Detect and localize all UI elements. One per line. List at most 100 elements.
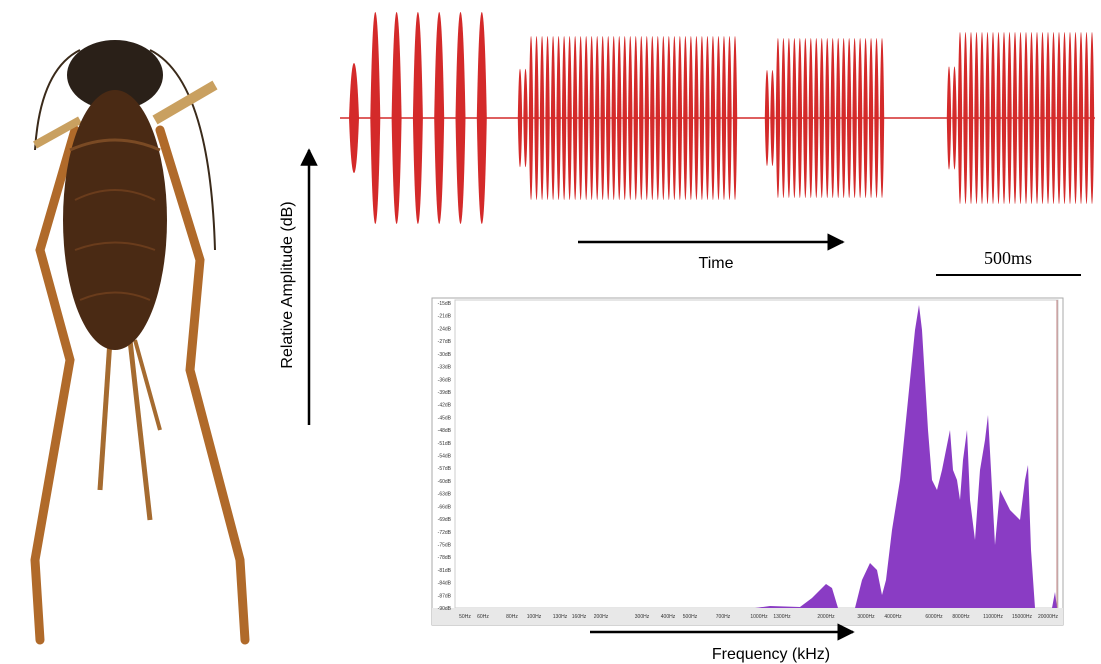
pulse <box>819 38 824 198</box>
pulse <box>661 36 666 200</box>
x-tick-label: 3000Hz <box>857 614 875 620</box>
pulse <box>797 38 803 198</box>
pulse <box>1084 32 1089 204</box>
pulse <box>1056 32 1062 204</box>
pulse <box>349 63 359 173</box>
y-tick-label: -84dB <box>438 581 452 587</box>
pulse <box>683 36 688 200</box>
x-tick-label: 11000Hz <box>983 614 1003 620</box>
pulse <box>455 12 466 224</box>
pulse <box>391 12 402 224</box>
pulse <box>1023 32 1029 204</box>
pulse <box>534 36 539 200</box>
x-tick-label: 700Hz <box>716 614 731 620</box>
pulse <box>370 12 381 224</box>
pulse <box>835 38 841 198</box>
x-tick-label: 2000Hz <box>817 614 835 620</box>
pulse <box>792 38 797 198</box>
x-tick-label: 100Hz <box>527 614 542 620</box>
pulse <box>628 36 633 200</box>
pulse <box>578 36 583 200</box>
pulse <box>968 32 974 204</box>
x-tick-label: 400Hz <box>661 614 676 620</box>
spectrum-panel: -15dB -21dB -24dB -27dB -30dB -33dB -36dB -39dB… <box>431 297 1064 626</box>
pulse <box>710 36 716 200</box>
pulse <box>1089 32 1095 204</box>
y-tick-label: -87dB <box>438 593 452 599</box>
pulse <box>974 32 979 204</box>
pulse <box>830 38 835 198</box>
pulse <box>874 38 879 198</box>
y-tick-label: -51dB <box>438 441 452 447</box>
pulse <box>957 32 963 204</box>
y-tick-label: -78dB <box>438 555 452 561</box>
pulse <box>528 36 534 200</box>
pulse <box>1012 32 1018 204</box>
y-tick-label: -54dB <box>438 454 452 460</box>
y-tick-label: -63dB <box>438 492 452 498</box>
pulse <box>1078 32 1084 204</box>
pulse <box>523 68 528 168</box>
y-tick-label: -39dB <box>438 390 452 396</box>
pulse <box>775 38 781 198</box>
x-tick-label: 6000Hz <box>925 614 943 620</box>
pulse <box>622 36 627 200</box>
y-tick-label: -30dB <box>438 352 452 358</box>
x-tick-label: 500Hz <box>683 614 698 620</box>
pulse <box>868 38 874 198</box>
pulse <box>808 38 814 198</box>
pulse <box>803 38 808 198</box>
pulse <box>650 36 655 200</box>
cricket-photo <box>30 40 250 645</box>
pulse <box>852 38 857 198</box>
waveform <box>340 12 1095 224</box>
pulse <box>600 36 605 200</box>
y-tick-label: -75dB <box>438 542 452 548</box>
x-label-strip <box>432 608 1063 625</box>
amplitude-axis-label: Relative Amplitude (dB) <box>279 201 296 368</box>
pulse <box>996 32 1001 204</box>
pulse <box>539 36 545 200</box>
pulse <box>979 32 985 204</box>
pulse <box>1062 32 1067 204</box>
pulse <box>556 36 561 200</box>
y-tick-label: -45dB <box>438 415 452 421</box>
pulse <box>476 12 487 224</box>
x-tick-label: 50Hz <box>459 614 471 620</box>
pulse <box>879 38 885 198</box>
y-tick-label: -81dB <box>438 568 452 574</box>
pulse <box>572 36 578 200</box>
pulse <box>825 38 830 198</box>
pulse <box>716 36 721 200</box>
pulse <box>846 38 852 198</box>
y-tick-label: -42dB <box>438 403 452 409</box>
pulse <box>545 36 550 200</box>
y-tick-label: -57dB <box>438 466 452 472</box>
pulse <box>857 38 863 198</box>
x-tick-label: 80Hz <box>506 614 518 620</box>
x-tick-label: 1300Hz <box>773 614 791 620</box>
time-label: Time <box>699 255 734 272</box>
scale-bar-label: 500ms <box>984 248 1032 268</box>
y-tick-label: -48dB <box>438 428 452 434</box>
pulse <box>1040 32 1045 204</box>
pulse <box>583 36 589 200</box>
pulse <box>688 36 694 200</box>
pulse <box>639 36 644 200</box>
pulse <box>694 36 699 200</box>
pulse <box>666 36 672 200</box>
pulse <box>1018 32 1023 204</box>
pulse <box>655 36 661 200</box>
pulse <box>781 38 786 198</box>
pulse <box>617 36 622 200</box>
pulse <box>814 38 819 198</box>
x-tick-label: 8000Hz <box>952 614 970 620</box>
pulse <box>841 38 846 198</box>
x-tick-label: 160Hz <box>572 614 587 620</box>
pulse <box>1001 32 1007 204</box>
pulse <box>1067 32 1073 204</box>
pulse <box>990 32 996 204</box>
y-tick-label: -69dB <box>438 517 452 523</box>
x-tick-label: 130Hz <box>553 614 568 620</box>
x-tick-label: 1000Hz <box>750 614 768 620</box>
